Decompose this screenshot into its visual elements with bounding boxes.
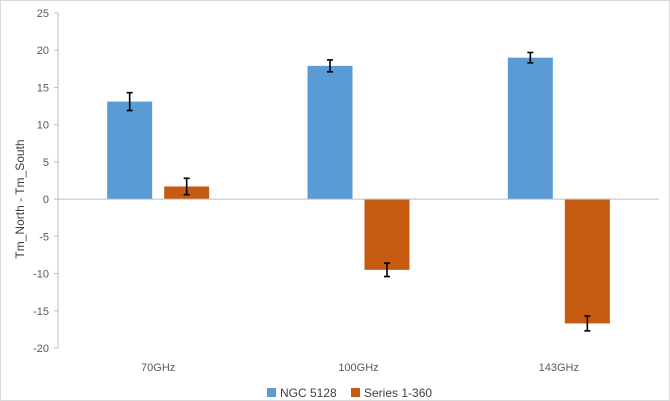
bars: [107, 51, 610, 332]
legend-label: Series 1-360: [364, 386, 432, 400]
y-tick-label: -5: [39, 231, 49, 243]
legend-label: NGC 5128: [280, 386, 337, 400]
bar: [107, 101, 153, 200]
y-tick-label: 5: [43, 157, 49, 169]
bar: [507, 57, 553, 200]
y-tick-label: 25: [37, 8, 49, 20]
bar: [364, 199, 410, 270]
x-axis: 70GHz 100GHz 143GHz: [58, 198, 659, 374]
y-tick-label: 15: [37, 82, 49, 94]
bar: [564, 199, 610, 324]
legend: NGC 5128 Series 1-360: [267, 386, 432, 400]
y-tick-label: 20: [37, 45, 49, 57]
y-tick-label: 10: [37, 120, 49, 132]
legend-swatch: [267, 388, 276, 397]
bar: [307, 65, 353, 200]
y-tick-label: -15: [33, 306, 49, 318]
y-axis: 25 20 15 10 5 0 -5 -10 -15 -20: [33, 8, 59, 355]
y-axis-title: Tm_North - Tm_South: [13, 139, 27, 258]
x-tick-label: 100GHz: [338, 362, 378, 374]
x-tick-label: 70GHz: [141, 362, 175, 374]
y-tick-label: -20: [33, 343, 49, 355]
y-tick-label: 0: [43, 194, 49, 206]
legend-swatch: [351, 388, 360, 397]
x-tick-label: 143GHz: [539, 362, 579, 374]
y-tick-label: -10: [33, 269, 49, 281]
